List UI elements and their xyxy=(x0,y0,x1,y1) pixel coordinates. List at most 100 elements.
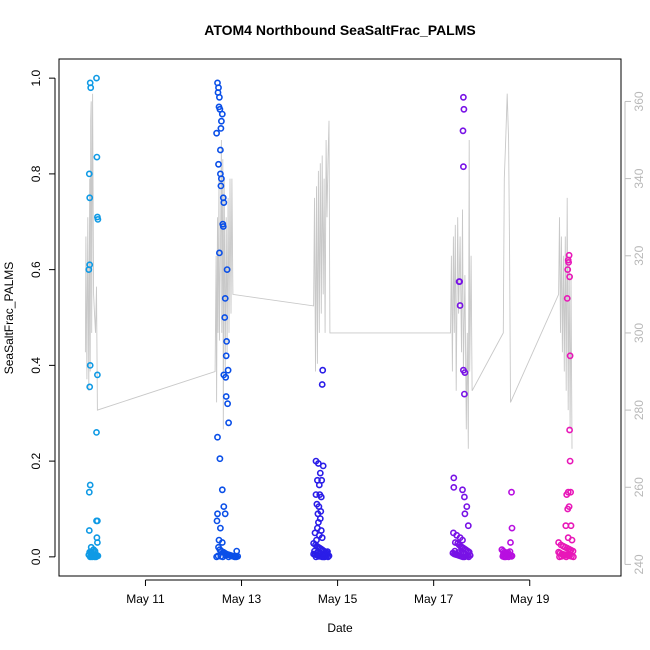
data-point xyxy=(216,146,224,154)
x-tick-label: May 17 xyxy=(414,592,454,606)
data-point xyxy=(460,105,468,113)
axes-layer: 0.0 0.2 0.4 0.6 0.8 1.0 May 11 May 13 May 15 May … xyxy=(29,69,646,606)
data-point xyxy=(460,493,468,501)
data-point xyxy=(86,361,94,369)
data-point xyxy=(461,510,469,518)
data-point xyxy=(216,455,224,463)
data-point xyxy=(316,469,324,477)
y-tick-label: 0.6 xyxy=(29,261,43,278)
series-3 xyxy=(310,366,333,561)
data-point xyxy=(223,266,231,273)
data-point xyxy=(215,249,223,257)
series-1 xyxy=(85,74,102,561)
data-point xyxy=(230,553,238,560)
series-6 xyxy=(555,251,577,561)
x-tick-label: May 11 xyxy=(126,592,165,606)
data-point xyxy=(233,547,241,555)
data-point xyxy=(459,486,466,494)
data-point xyxy=(220,199,228,206)
data-point xyxy=(214,510,221,518)
data-point xyxy=(317,493,325,501)
data-point xyxy=(93,153,101,161)
data-point xyxy=(319,462,327,470)
y-tick-label: 0.8 xyxy=(29,165,43,182)
right-tick-label: 320 xyxy=(632,245,646,265)
data-point xyxy=(460,550,468,558)
data-point xyxy=(225,419,232,427)
right-tick-label: 280 xyxy=(632,400,646,420)
data-point xyxy=(217,182,225,190)
data-point xyxy=(214,433,221,441)
data-point xyxy=(562,522,570,530)
data-point xyxy=(213,129,220,137)
right-tick-label: 240 xyxy=(632,554,646,574)
data-point xyxy=(217,117,225,125)
data-point xyxy=(508,524,516,532)
data-point xyxy=(94,215,102,223)
data-point xyxy=(223,337,230,345)
data-point xyxy=(218,486,226,494)
data-point xyxy=(504,549,512,556)
data-point xyxy=(222,373,230,381)
data-point xyxy=(566,426,573,434)
data-point xyxy=(87,84,95,92)
data-point xyxy=(461,369,469,376)
right-tick-label: 300 xyxy=(632,323,646,343)
data-point xyxy=(460,390,468,398)
data-point xyxy=(85,527,93,534)
series-4 xyxy=(449,93,474,561)
data-point xyxy=(459,536,466,544)
data-point xyxy=(227,552,235,560)
data-point xyxy=(93,74,100,82)
data-point xyxy=(459,93,467,101)
right-tick-label: 260 xyxy=(632,477,646,497)
data-point xyxy=(318,534,326,542)
data-point xyxy=(216,524,224,532)
points-layer xyxy=(85,74,577,561)
data-point xyxy=(221,314,229,321)
data-point xyxy=(215,93,223,101)
data-point xyxy=(318,381,326,388)
data-point xyxy=(507,539,514,546)
x-axis-label: Date xyxy=(327,621,353,635)
data-point xyxy=(224,400,231,408)
right-tick-label: 340 xyxy=(632,168,646,188)
data-point xyxy=(312,491,320,498)
data-point xyxy=(465,553,473,561)
y-tick-label: 1.0 xyxy=(29,69,43,86)
data-point xyxy=(451,547,459,555)
data-point xyxy=(570,553,577,561)
data-point xyxy=(221,510,229,518)
data-point xyxy=(508,553,515,560)
data-point xyxy=(566,548,574,555)
data-point xyxy=(325,552,333,560)
y-tick-label: 0.2 xyxy=(29,452,43,469)
data-point xyxy=(563,491,571,498)
secondary-line xyxy=(84,93,573,449)
data-point xyxy=(464,522,472,530)
data-point xyxy=(562,553,570,561)
data-point xyxy=(565,258,572,266)
data-point xyxy=(319,366,327,374)
data-point xyxy=(93,428,100,436)
data-point xyxy=(450,483,458,491)
data-point xyxy=(218,539,226,546)
data-point xyxy=(224,366,232,374)
x-tick-label: May 13 xyxy=(222,592,262,606)
series-5 xyxy=(498,488,516,561)
y-axis-label: SeaSaltFrac_PALMS xyxy=(2,262,16,375)
data-point xyxy=(456,302,464,309)
data-point xyxy=(566,352,574,360)
data-point xyxy=(564,505,572,513)
data-point xyxy=(566,273,573,281)
data-point xyxy=(463,503,471,510)
y-tick-label: 0.0 xyxy=(29,548,43,565)
data-point xyxy=(222,393,230,400)
chart-title: ATOM4 Northbound SeaSaltFrac_PALMS xyxy=(204,22,475,38)
data-point xyxy=(466,552,474,559)
series-2 xyxy=(213,79,242,561)
data-point xyxy=(85,170,93,178)
data-point xyxy=(222,352,230,360)
data-point xyxy=(219,223,227,230)
data-point xyxy=(566,457,574,465)
